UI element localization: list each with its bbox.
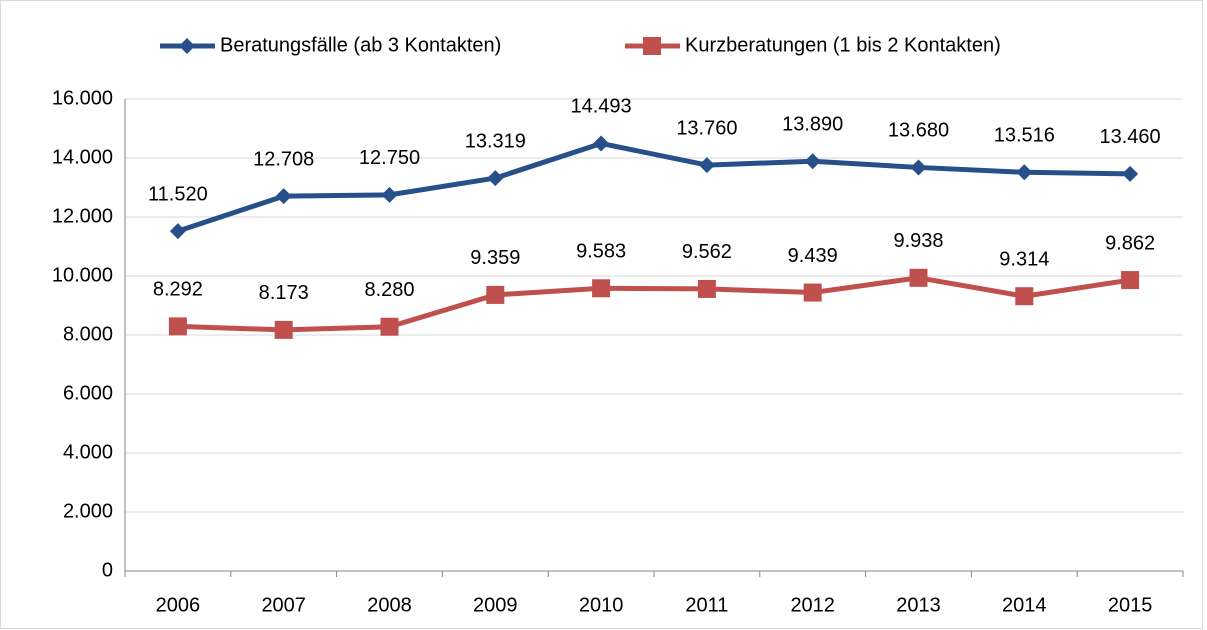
data-point <box>169 223 186 240</box>
x-tick-label: 2014 <box>1002 594 1047 616</box>
x-tick-label: 2011 <box>685 594 728 616</box>
data-label: 9.938 <box>893 230 943 252</box>
data-point <box>804 153 821 170</box>
series-line <box>177 140 1131 234</box>
x-tick-label: 2007 <box>261 594 306 616</box>
y-tick-label: 2.000 <box>63 500 113 522</box>
legend-label: Kurzberatungen (1 bis 2 Kontakten) <box>685 34 1001 56</box>
y-tick-label: 12.000 <box>52 205 113 227</box>
y-tick-label: 14.000 <box>52 146 113 168</box>
x-tick-label: 2012 <box>790 594 835 616</box>
data-point <box>592 279 611 298</box>
data-label: 8.173 <box>259 282 309 304</box>
data-label: 13.890 <box>782 114 843 136</box>
series-line <box>177 275 1131 333</box>
x-tick-label: 2015 <box>1108 594 1153 616</box>
legend-marker <box>643 37 661 55</box>
data-label: 14.493 <box>571 96 632 118</box>
data-point <box>1121 271 1140 290</box>
x-tick-label: 2010 <box>579 594 624 616</box>
data-label: 8.280 <box>364 279 414 301</box>
data-point <box>697 279 716 298</box>
data-label: 9.439 <box>788 245 838 267</box>
y-tick-label: 0 <box>102 559 113 581</box>
data-label: 9.562 <box>682 241 732 263</box>
data-point <box>168 317 187 336</box>
x-tick-label: 2009 <box>473 594 518 616</box>
data-point <box>487 170 504 187</box>
x-tick-label: 2008 <box>367 594 412 616</box>
data-point <box>1016 164 1033 181</box>
data-point <box>1015 287 1034 306</box>
data-label: 9.862 <box>1105 232 1155 254</box>
data-point <box>593 135 610 152</box>
y-tick-label: 6.000 <box>63 382 113 404</box>
data-point <box>698 157 715 174</box>
data-label: 9.314 <box>999 249 1049 271</box>
x-tick-label: 2006 <box>156 594 201 616</box>
data-point <box>909 268 928 287</box>
data-label: 11.520 <box>148 183 208 205</box>
data-point <box>380 317 399 336</box>
data-point <box>275 188 292 205</box>
data-label: 13.319 <box>465 130 526 152</box>
data-label: 13.760 <box>676 117 737 139</box>
data-point <box>486 285 505 304</box>
data-point <box>803 283 822 302</box>
x-tick-label: 2013 <box>896 594 941 616</box>
legend-marker <box>179 38 195 54</box>
y-tick-label: 4.000 <box>63 441 113 463</box>
y-tick-label: 16.000 <box>52 87 113 109</box>
data-label: 12.708 <box>253 148 314 170</box>
data-label: 9.583 <box>576 241 626 263</box>
data-point <box>1122 165 1139 182</box>
data-label: 12.750 <box>359 147 420 169</box>
legend-label: Beratungsfälle (ab 3 Kontakten) <box>220 34 501 56</box>
y-tick-label: 10.000 <box>52 264 113 286</box>
data-label: 8.292 <box>153 279 203 301</box>
data-point <box>910 159 927 176</box>
data-point <box>381 186 398 203</box>
data-label: 13.460 <box>1100 126 1161 148</box>
data-label: 13.516 <box>994 125 1055 147</box>
y-tick-label: 8.000 <box>63 323 113 345</box>
data-label: 13.680 <box>888 120 949 142</box>
data-label: 9.359 <box>470 247 520 269</box>
data-point <box>274 320 293 339</box>
